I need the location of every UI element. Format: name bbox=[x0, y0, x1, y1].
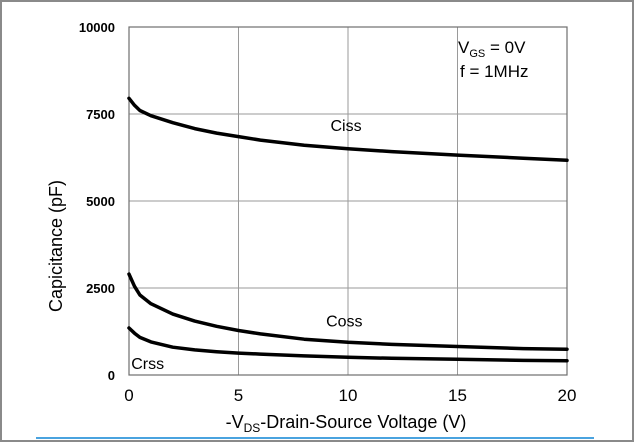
plot-area bbox=[128, 26, 568, 376]
x-tick-label: 20 bbox=[558, 386, 577, 405]
x-axis-title-subscript: DS bbox=[244, 421, 261, 435]
series-lines bbox=[127, 96, 569, 363]
series-line-coss bbox=[127, 272, 569, 351]
x-tick-label: 10 bbox=[339, 386, 358, 405]
series-line-crss bbox=[127, 326, 569, 363]
x-axis-ticks: 0 5 10 15 20 bbox=[124, 386, 576, 405]
condition-frequency: f = 1MHz bbox=[460, 62, 529, 81]
series-line-ciss bbox=[127, 96, 569, 163]
y-axis-ticks: 0 2500 5000 7500 10000 bbox=[79, 20, 115, 383]
x-tick-label: 5 bbox=[234, 386, 243, 405]
series-label-coss: Coss bbox=[326, 314, 362, 331]
condition-vgs-subscript: GS bbox=[469, 48, 485, 60]
x-axis-title: -VDS-Drain-Source Voltage (V) bbox=[226, 412, 467, 435]
series-labels: Ciss Coss Crss bbox=[131, 118, 362, 373]
y-tick-label: 2500 bbox=[86, 281, 115, 296]
condition-vgs: VGS = 0V bbox=[458, 38, 526, 60]
y-tick-label: 5000 bbox=[86, 194, 115, 209]
y-axis-title: Capicitance (pF) bbox=[46, 180, 66, 312]
condition-vgs-value: = 0V bbox=[485, 38, 526, 57]
grid bbox=[128, 26, 568, 376]
y-tick-label: 10000 bbox=[79, 20, 115, 35]
x-axis-title-prefix: -V bbox=[226, 412, 244, 432]
series-label-crss: Crss bbox=[131, 356, 164, 373]
condition-vgs-symbol: V bbox=[458, 38, 470, 57]
y-tick-label: 7500 bbox=[86, 107, 115, 122]
y-tick-label: 0 bbox=[108, 368, 115, 383]
bottom-divider bbox=[36, 437, 594, 439]
series-label-ciss: Ciss bbox=[330, 118, 361, 135]
x-tick-label: 15 bbox=[448, 386, 467, 405]
x-axis-title-rest: -Drain-Source Voltage (V) bbox=[260, 412, 466, 432]
x-tick-label: 0 bbox=[124, 386, 133, 405]
